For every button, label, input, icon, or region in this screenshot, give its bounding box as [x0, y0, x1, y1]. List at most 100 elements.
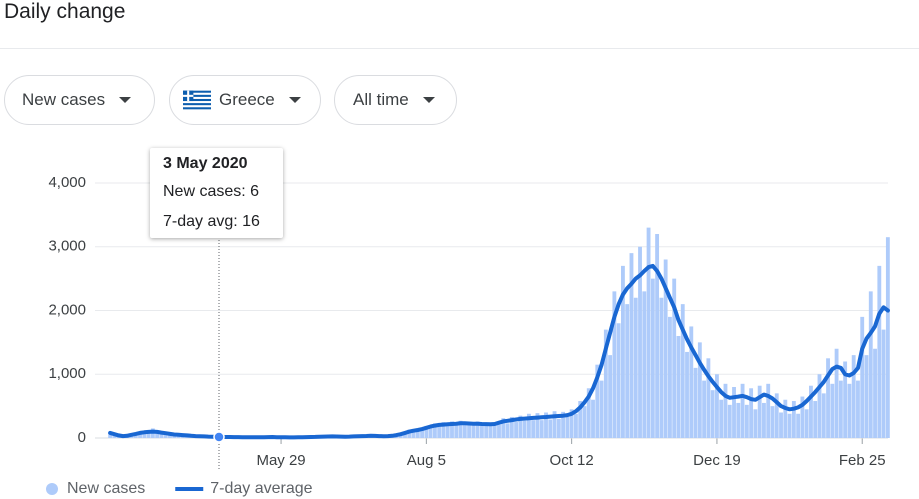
bar	[176, 434, 181, 438]
x-tick-label: Dec 19	[693, 452, 741, 469]
bar	[603, 329, 608, 438]
bar	[420, 430, 425, 438]
bar	[244, 437, 249, 438]
bar	[783, 399, 788, 438]
bar	[262, 436, 266, 438]
average-line	[108, 263, 890, 440]
bar	[505, 423, 510, 438]
bar	[770, 406, 775, 438]
bar	[719, 399, 724, 438]
bar	[522, 420, 527, 438]
bar	[800, 396, 805, 438]
bar	[334, 436, 339, 438]
bar	[432, 423, 437, 438]
bar	[535, 413, 540, 438]
bar	[826, 358, 830, 438]
bar	[561, 411, 566, 438]
bar	[860, 316, 865, 438]
bar	[685, 351, 689, 438]
hover-dot	[213, 431, 225, 443]
tooltip-row: 7-day avg: 16	[163, 213, 260, 230]
bar	[300, 437, 305, 438]
bar	[475, 421, 480, 438]
bar	[680, 304, 685, 438]
bar	[484, 422, 489, 438]
bar	[326, 436, 330, 438]
bar	[744, 404, 749, 438]
bar	[873, 348, 877, 438]
y-tick-label: 1,000	[48, 365, 86, 382]
bar	[424, 425, 429, 438]
bar	[659, 297, 664, 438]
bar	[539, 420, 544, 438]
bar	[125, 435, 130, 438]
y-tick-label: 3,000	[48, 238, 86, 255]
bar	[710, 390, 715, 438]
bar	[321, 436, 326, 438]
bar	[253, 437, 258, 438]
bar	[565, 416, 570, 438]
bar	[847, 383, 852, 438]
bar	[236, 436, 241, 438]
bar	[556, 418, 561, 438]
section-title: Daily change	[4, 0, 126, 23]
bar	[689, 326, 694, 438]
bar	[197, 435, 202, 438]
bar	[774, 393, 779, 438]
bar	[390, 435, 395, 438]
bar	[834, 348, 839, 438]
bar	[697, 342, 702, 438]
bar	[202, 436, 207, 438]
bar	[356, 435, 360, 438]
bar	[821, 393, 826, 438]
metric-dropdown[interactable]: New cases	[4, 75, 155, 125]
bar	[526, 413, 531, 438]
caret	[119, 97, 132, 103]
bar	[317, 437, 322, 438]
bar	[155, 432, 160, 438]
bar	[343, 437, 348, 438]
bar	[766, 383, 771, 438]
bar	[497, 424, 501, 438]
range-dropdown[interactable]: All time	[334, 75, 457, 125]
bar	[471, 425, 476, 438]
bar	[279, 437, 283, 438]
bar	[676, 336, 681, 438]
bar	[885, 237, 890, 438]
x-tick-label: Aug 5	[407, 452, 446, 469]
bar	[736, 402, 741, 438]
bar	[398, 433, 403, 438]
bar	[762, 402, 766, 438]
bar	[129, 433, 134, 438]
legend-label: New cases	[67, 480, 145, 497]
x-tick-label: Oct 12	[550, 452, 594, 469]
caret	[422, 97, 435, 103]
bar	[753, 409, 758, 438]
legend-label: 7-day average	[210, 480, 312, 497]
bar	[518, 415, 523, 438]
bar	[304, 436, 309, 438]
bar	[172, 435, 177, 438]
bar	[757, 385, 762, 438]
bar	[441, 422, 446, 438]
bar	[454, 425, 459, 438]
divider	[0, 48, 919, 49]
bar	[121, 436, 125, 438]
bar	[809, 385, 813, 438]
bar	[163, 434, 168, 438]
bar	[638, 246, 642, 438]
location-dropdown[interactable]: Greece	[169, 75, 321, 125]
bar	[655, 234, 660, 438]
bar	[309, 437, 313, 438]
bar	[851, 355, 856, 438]
bar	[185, 434, 189, 438]
bar	[168, 433, 172, 438]
y-tick-label: 2,000	[48, 301, 86, 318]
bar	[838, 380, 843, 438]
bar	[296, 437, 301, 438]
bar	[266, 437, 271, 438]
bar	[830, 383, 835, 438]
bar	[715, 374, 719, 438]
bar	[385, 436, 390, 438]
